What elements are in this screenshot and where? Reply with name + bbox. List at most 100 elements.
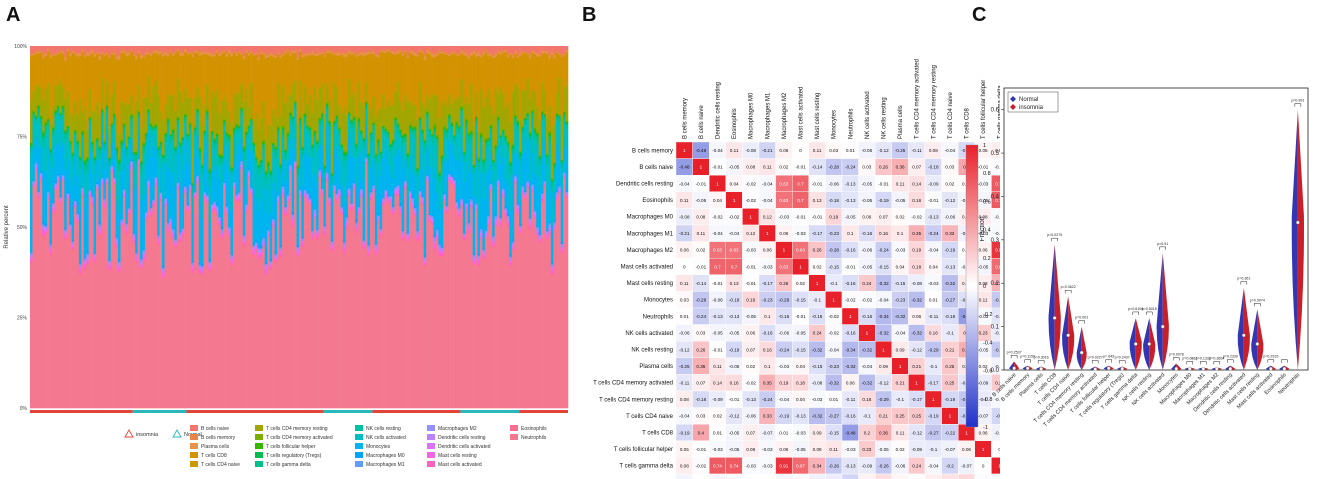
- segment-t-cells-cd4-memory-activated: [245, 130, 248, 133]
- segment-macrophages-m2: [78, 265, 82, 267]
- segment-eosinophils: [306, 200, 310, 202]
- segment-b-cells-memory: [91, 49, 94, 51]
- segment-t-cells-gamma-delta: [69, 143, 72, 147]
- segment-t-cells-cd4-naive: [413, 102, 417, 106]
- segment-plasma-cells: [142, 55, 146, 58]
- segment-plasma-cells: [137, 50, 141, 54]
- segment-dendritic-cells-resting: [528, 220, 532, 223]
- segment-b-cells-memory: [279, 53, 283, 57]
- segment-plasma-cells: [191, 53, 195, 58]
- segment-dendritic-cells-resting: [208, 263, 212, 267]
- segment-t-cells-cd4-naive: [284, 101, 288, 105]
- segment-t-cells-gamma-delta: [88, 119, 92, 123]
- segment-macrophages-m0: [264, 261, 268, 265]
- segment-t-cells-gamma-delta: [379, 154, 383, 159]
- segment-dendritic-cells-resting: [401, 233, 405, 235]
- segment-neutrophils: [362, 249, 366, 409]
- segment-t-cells-regulatory-tregs-: [321, 114, 324, 116]
- segment-plasma-cells: [421, 51, 425, 54]
- segment-macrophages-m0: [411, 196, 415, 199]
- segment-plasma-cells: [262, 53, 266, 56]
- segment-t-cells-cd4-memory-resting: [269, 126, 273, 171]
- segment-nk-cells-resting: [511, 151, 515, 155]
- segment-monocytes: [208, 223, 212, 261]
- segment-t-cells-cd4-memory-resting: [110, 94, 114, 124]
- segment-macrophages-m1: [74, 200, 77, 202]
- segment-plasma-cells: [284, 51, 288, 55]
- segment-t-cells-follicular-helper: [100, 109, 104, 112]
- segment-t-cells-follicular-helper: [127, 136, 131, 139]
- segment-t-cells-cd4-memory-activated: [509, 161, 513, 163]
- segment-b-cells-naive: [98, 46, 102, 55]
- segment-nk-cells-resting: [365, 108, 368, 111]
- segment-t-cells-cd4-memory-resting: [382, 95, 385, 126]
- segment-mast-cells-resting: [66, 196, 70, 199]
- segment-t-cells-gamma-delta: [545, 156, 549, 163]
- segment-macrophages-m0: [181, 227, 185, 229]
- segment-monocytes: [431, 178, 434, 216]
- segment-t-cells-gamma-delta: [372, 124, 376, 127]
- segment-macrophages-m1: [504, 208, 508, 210]
- segment-t-cells-cd8: [519, 55, 522, 119]
- segment-dendritic-cells-activated: [355, 227, 358, 229]
- segment-mast-cells-activated: [453, 185, 456, 188]
- segment-nk-cells-resting: [281, 134, 285, 139]
- segment-t-cells-cd8: [316, 56, 319, 99]
- segment-eosinophils: [225, 214, 229, 216]
- segment-t-cells-cd4-memory-resting: [316, 100, 319, 141]
- segment-t-cells-cd4-memory-resting: [313, 87, 317, 131]
- segment-nk-cells-resting: [460, 111, 464, 115]
- segment-b-cells-memory: [127, 51, 131, 54]
- segment-t-cells-cd4-memory-activated: [545, 153, 549, 155]
- segment-macrophages-m1: [360, 188, 363, 191]
- segment-dendritic-cells-activated: [372, 188, 376, 190]
- segment-plasma-cells: [179, 52, 182, 57]
- segment-macrophages-m2: [550, 265, 554, 268]
- segment-t-cells-cd4-memory-resting: [440, 103, 444, 156]
- segment-macrophages-m1: [54, 182, 58, 185]
- segment-mast-cells-resting: [519, 230, 522, 233]
- segment-dendritic-cells-activated: [250, 190, 253, 192]
- segment-macrophages-m2: [69, 225, 72, 227]
- segment-t-cells-follicular-helper: [294, 101, 297, 103]
- segment-t-cells-cd8: [541, 53, 544, 82]
- segment-b-cells-memory: [433, 53, 437, 55]
- segment-macrophages-m1: [37, 191, 41, 194]
- segment-dendritic-cells-resting: [306, 196, 310, 198]
- segment-nk-cells-resting: [369, 138, 373, 143]
- segment-t-cells-gamma-delta: [377, 141, 380, 147]
- segment-t-cells-cd4-naive: [372, 95, 376, 97]
- segment-t-cells-cd4-memory-activated: [389, 143, 393, 145]
- segment-dendritic-cells-resting: [176, 184, 180, 186]
- segment-dendritic-cells-activated: [78, 267, 82, 269]
- segment-t-cells-cd8: [489, 55, 493, 106]
- segment-mast-cells-resting: [105, 181, 109, 184]
- segment-macrophages-m0: [279, 245, 283, 248]
- sample-bar: [372, 46, 376, 409]
- segment-t-cells-cd4-naive: [152, 85, 156, 87]
- segment-plasma-cells: [357, 53, 361, 56]
- segment-t-cells-cd8: [61, 53, 65, 87]
- segment-t-cells-follicular-helper: [232, 128, 236, 130]
- segment-t-cells-regulatory-tregs-: [69, 142, 72, 144]
- segment-nk-cells-activated: [340, 150, 344, 186]
- segment-t-cells-follicular-helper: [555, 113, 559, 116]
- segment-monocytes: [30, 194, 33, 253]
- segment-eosinophils: [387, 202, 390, 205]
- segment-t-cells-cd4-memory-resting: [245, 88, 248, 131]
- segment-monocytes: [176, 146, 180, 182]
- segment-plasma-cells: [541, 50, 544, 54]
- segment-nk-cells-activated: [169, 143, 173, 172]
- segment-t-cells-follicular-helper: [467, 133, 471, 136]
- segment-nk-cells-activated: [306, 133, 310, 158]
- segment-nk-cells-resting: [321, 119, 324, 122]
- segment-monocytes: [164, 162, 168, 197]
- segment-macrophages-m0: [76, 211, 80, 214]
- segment-b-cells-naive: [555, 46, 559, 51]
- segment-nk-cells-activated: [409, 134, 412, 156]
- segment-t-cells-cd4-memory-resting: [61, 86, 65, 106]
- segment-monocytes: [105, 133, 109, 177]
- segment-t-cells-cd4-memory-resting: [541, 83, 544, 112]
- segment-nk-cells-activated: [316, 151, 319, 183]
- segment-macrophages-m2: [103, 199, 107, 202]
